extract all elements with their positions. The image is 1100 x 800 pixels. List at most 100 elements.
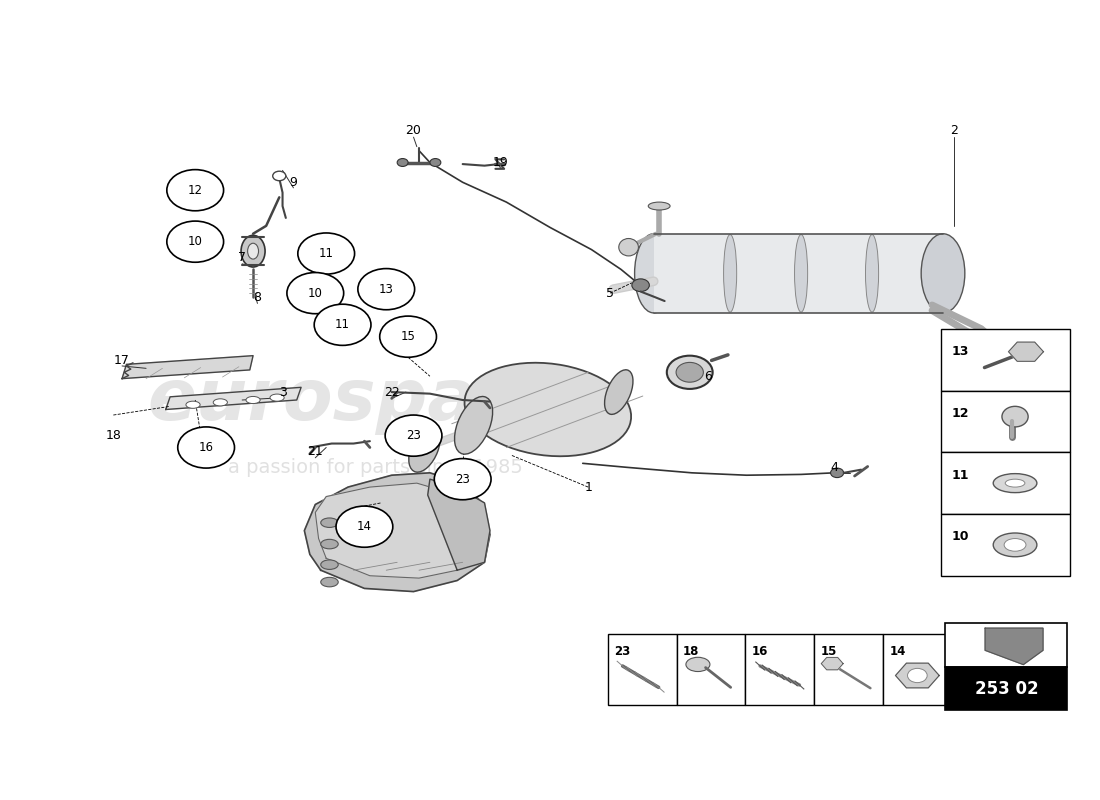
Circle shape [434, 458, 491, 500]
Bar [653, 234, 943, 313]
Ellipse shape [794, 234, 807, 312]
Circle shape [358, 269, 415, 310]
Text: a passion for parts since 1985: a passion for parts since 1985 [228, 458, 522, 477]
Text: 14: 14 [356, 520, 372, 533]
Ellipse shape [1005, 479, 1025, 487]
Circle shape [167, 221, 223, 262]
Text: 1: 1 [584, 481, 592, 494]
Text: 11: 11 [336, 318, 350, 331]
Text: 18: 18 [683, 645, 700, 658]
Ellipse shape [676, 362, 703, 382]
Ellipse shape [921, 234, 965, 313]
Ellipse shape [619, 238, 638, 256]
Circle shape [315, 304, 371, 346]
Circle shape [430, 158, 441, 166]
Text: 10: 10 [188, 235, 202, 248]
Text: 7: 7 [238, 251, 246, 264]
Text: eurospares: eurospares [147, 366, 604, 434]
Bar [945, 623, 1067, 666]
Circle shape [287, 273, 343, 314]
Bar [746, 634, 814, 705]
Text: 15: 15 [400, 330, 416, 343]
Circle shape [167, 170, 223, 210]
Text: 6: 6 [704, 370, 712, 382]
Circle shape [908, 668, 927, 682]
Ellipse shape [186, 401, 200, 408]
Ellipse shape [993, 533, 1037, 557]
Text: 13: 13 [952, 346, 969, 358]
Text: 19: 19 [493, 156, 508, 169]
Text: 9: 9 [289, 176, 297, 189]
Circle shape [273, 171, 286, 181]
Text: 23: 23 [615, 645, 630, 658]
Circle shape [631, 279, 649, 291]
Text: 15: 15 [821, 645, 837, 658]
Ellipse shape [605, 370, 632, 414]
Bar [940, 452, 1069, 514]
Text: 23: 23 [406, 429, 421, 442]
Text: 3: 3 [278, 386, 286, 398]
Text: 8: 8 [253, 290, 262, 303]
Text: 17: 17 [114, 354, 130, 367]
Ellipse shape [667, 356, 713, 389]
Bar [940, 514, 1069, 576]
Text: 11: 11 [952, 469, 969, 482]
Text: 12: 12 [952, 407, 969, 420]
Ellipse shape [241, 235, 265, 267]
Circle shape [336, 506, 393, 547]
Bar [676, 634, 746, 705]
Polygon shape [428, 479, 490, 570]
Circle shape [397, 158, 408, 166]
Ellipse shape [321, 518, 338, 527]
Polygon shape [166, 387, 301, 410]
Text: 11: 11 [319, 247, 333, 260]
Text: 5: 5 [606, 286, 614, 300]
Ellipse shape [648, 202, 670, 210]
Circle shape [178, 427, 234, 468]
Text: 20: 20 [406, 124, 421, 138]
Circle shape [385, 415, 442, 456]
Text: 23: 23 [455, 473, 470, 486]
Ellipse shape [993, 345, 1013, 368]
Ellipse shape [321, 539, 338, 549]
Text: 12: 12 [188, 184, 202, 197]
Bar [945, 666, 1067, 710]
Ellipse shape [246, 397, 261, 403]
Polygon shape [305, 473, 490, 591]
Text: 22: 22 [384, 386, 399, 398]
Ellipse shape [866, 234, 879, 312]
Polygon shape [1009, 342, 1044, 362]
Ellipse shape [464, 362, 631, 456]
Ellipse shape [1002, 406, 1028, 427]
Bar [940, 390, 1069, 452]
Ellipse shape [213, 399, 228, 406]
Text: 13: 13 [378, 282, 394, 296]
Ellipse shape [993, 474, 1037, 493]
Text: 10: 10 [308, 286, 322, 300]
Text: 16: 16 [752, 645, 768, 658]
Ellipse shape [635, 234, 673, 313]
Ellipse shape [1004, 538, 1026, 551]
Bar [814, 634, 883, 705]
Text: 18: 18 [106, 429, 121, 442]
Bar [608, 634, 676, 705]
Text: 10: 10 [952, 530, 969, 543]
Text: 21: 21 [307, 445, 323, 458]
Text: 2: 2 [950, 124, 958, 138]
Ellipse shape [321, 560, 338, 570]
Polygon shape [986, 628, 1043, 665]
Polygon shape [895, 663, 939, 688]
Text: 4: 4 [829, 461, 838, 474]
Text: 253 02: 253 02 [975, 679, 1038, 698]
Ellipse shape [409, 426, 440, 472]
Bar [883, 634, 952, 705]
Circle shape [298, 233, 354, 274]
Ellipse shape [321, 578, 338, 587]
Polygon shape [822, 658, 843, 670]
Ellipse shape [270, 394, 284, 401]
Circle shape [379, 316, 437, 358]
Ellipse shape [454, 397, 493, 454]
Text: 16: 16 [199, 441, 213, 454]
Text: 14: 14 [890, 645, 906, 658]
Bar [940, 329, 1069, 390]
